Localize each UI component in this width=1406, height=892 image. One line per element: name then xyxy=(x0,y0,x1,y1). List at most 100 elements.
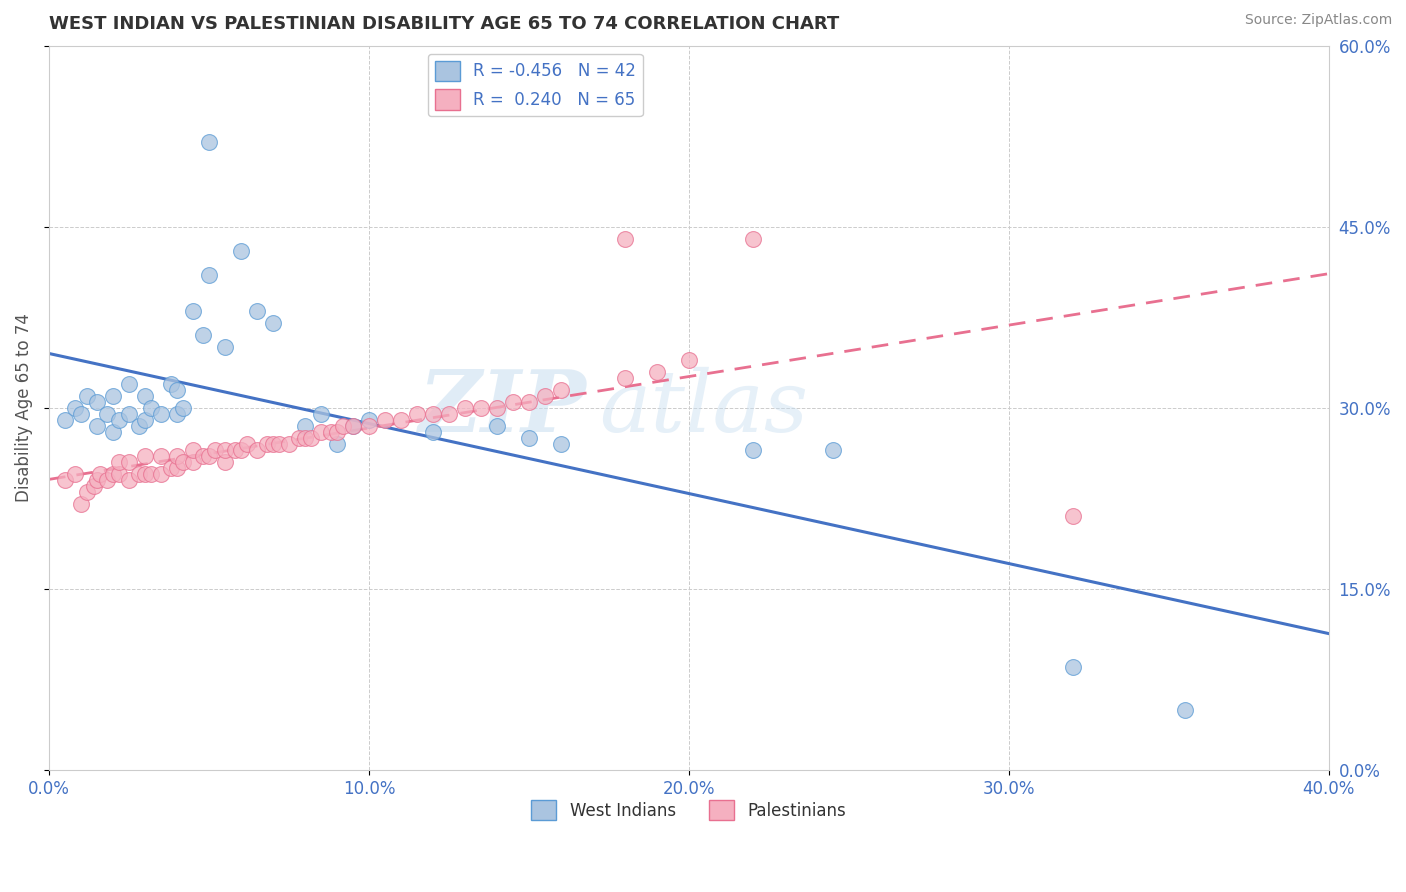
Point xyxy=(128,467,150,482)
Point xyxy=(454,401,477,415)
Point xyxy=(741,232,763,246)
Point xyxy=(191,449,214,463)
Point xyxy=(108,413,131,427)
Point xyxy=(96,473,118,487)
Point xyxy=(741,443,763,458)
Point xyxy=(229,443,252,458)
Point xyxy=(319,425,342,439)
Point xyxy=(262,316,284,330)
Text: WEST INDIAN VS PALESTINIAN DISABILITY AGE 65 TO 74 CORRELATION CHART: WEST INDIAN VS PALESTINIAN DISABILITY AG… xyxy=(49,15,839,33)
Point xyxy=(262,437,284,451)
Point xyxy=(159,376,181,391)
Point xyxy=(172,455,194,469)
Point xyxy=(198,135,221,149)
Point xyxy=(294,419,316,434)
Point xyxy=(821,443,844,458)
Point xyxy=(166,407,188,421)
Point xyxy=(613,370,636,384)
Point xyxy=(214,341,236,355)
Point xyxy=(357,419,380,434)
Point xyxy=(141,401,163,415)
Point xyxy=(134,389,156,403)
Point xyxy=(166,461,188,475)
Point xyxy=(517,394,540,409)
Point xyxy=(198,268,221,282)
Point xyxy=(134,467,156,482)
Point xyxy=(86,419,108,434)
Point xyxy=(678,352,700,367)
Point xyxy=(287,431,309,445)
Point xyxy=(63,467,86,482)
Point xyxy=(332,419,354,434)
Point xyxy=(246,443,269,458)
Point xyxy=(246,304,269,318)
Point xyxy=(149,467,172,482)
Point xyxy=(149,407,172,421)
Point xyxy=(166,383,188,397)
Point xyxy=(86,473,108,487)
Point xyxy=(229,244,252,258)
Point xyxy=(108,467,131,482)
Point xyxy=(181,443,204,458)
Point xyxy=(101,425,124,439)
Point xyxy=(101,467,124,482)
Point xyxy=(342,419,364,434)
Point xyxy=(134,449,156,463)
Point xyxy=(256,437,278,451)
Point xyxy=(294,431,316,445)
Point xyxy=(357,413,380,427)
Point xyxy=(198,449,221,463)
Point xyxy=(172,401,194,415)
Text: Source: ZipAtlas.com: Source: ZipAtlas.com xyxy=(1244,13,1392,28)
Point xyxy=(1174,703,1197,717)
Point xyxy=(118,473,141,487)
Point xyxy=(550,383,572,397)
Point xyxy=(613,232,636,246)
Point xyxy=(83,479,105,493)
Point xyxy=(1062,660,1084,674)
Point xyxy=(134,413,156,427)
Point xyxy=(236,437,259,451)
Point xyxy=(118,455,141,469)
Point xyxy=(53,413,76,427)
Point xyxy=(214,443,236,458)
Point xyxy=(645,365,668,379)
Point xyxy=(269,437,291,451)
Point xyxy=(342,419,364,434)
Point xyxy=(422,407,444,421)
Point xyxy=(550,437,572,451)
Point xyxy=(96,407,118,421)
Point xyxy=(534,389,557,403)
Point xyxy=(101,389,124,403)
Point xyxy=(309,425,332,439)
Point xyxy=(166,449,188,463)
Point xyxy=(437,407,460,421)
Point xyxy=(70,407,93,421)
Point xyxy=(118,376,141,391)
Point xyxy=(224,443,246,458)
Point xyxy=(89,467,111,482)
Point xyxy=(517,431,540,445)
Point xyxy=(86,394,108,409)
Point xyxy=(406,407,429,421)
Point xyxy=(108,455,131,469)
Point xyxy=(485,401,508,415)
Point xyxy=(149,449,172,463)
Point xyxy=(159,461,181,475)
Point xyxy=(76,389,98,403)
Point xyxy=(128,419,150,434)
Point xyxy=(502,394,524,409)
Point xyxy=(141,467,163,482)
Point xyxy=(63,401,86,415)
Point xyxy=(470,401,492,415)
Point xyxy=(422,425,444,439)
Point xyxy=(204,443,226,458)
Point xyxy=(326,425,349,439)
Point xyxy=(191,328,214,343)
Y-axis label: Disability Age 65 to 74: Disability Age 65 to 74 xyxy=(15,313,32,502)
Point xyxy=(53,473,76,487)
Point xyxy=(374,413,396,427)
Legend: West Indians, Palestinians: West Indians, Palestinians xyxy=(524,793,853,827)
Point xyxy=(485,419,508,434)
Point xyxy=(299,431,322,445)
